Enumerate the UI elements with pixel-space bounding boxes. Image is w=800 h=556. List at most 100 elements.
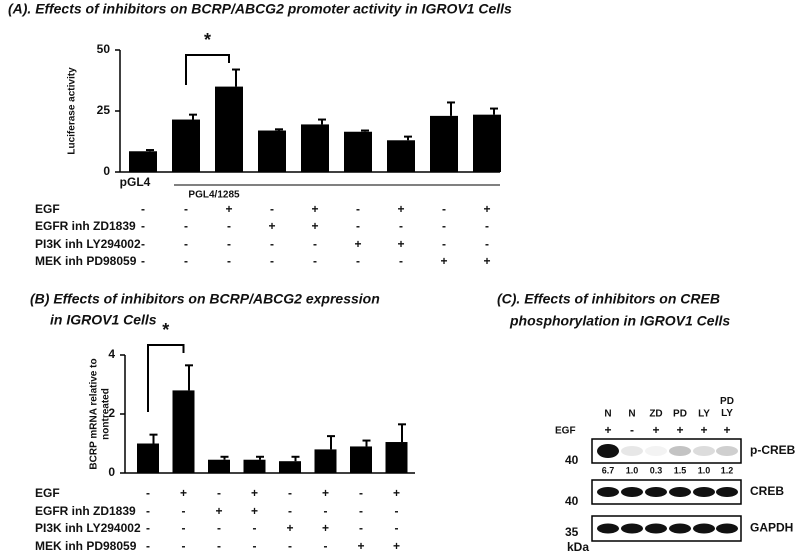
blot-band [621, 487, 643, 497]
blot-band [597, 444, 619, 458]
condition-sign: + [397, 202, 404, 216]
condition-sign: - [184, 202, 188, 216]
condition-sign: + [322, 486, 329, 500]
condition-sign: - [485, 219, 489, 233]
y-tick-label: 0 [103, 164, 110, 178]
bar [314, 449, 337, 473]
marker-label: 40 [565, 453, 579, 467]
bar [473, 114, 501, 172]
condition-sign: - [442, 237, 446, 251]
condition-sign: + [397, 237, 404, 251]
condition-sign: - [217, 521, 221, 535]
condition-sign: - [184, 237, 188, 251]
error-bar [275, 128, 283, 131]
y-axis-label: Luciferase activity [67, 67, 78, 155]
condition-sign: - [146, 539, 150, 553]
bar [208, 459, 230, 473]
quantification: 0.3 [650, 465, 663, 475]
condition-sign: + [215, 504, 222, 518]
error-bar [361, 129, 369, 132]
error-bar [490, 107, 498, 115]
condition-sign: + [311, 202, 318, 216]
treatment-sign: + [723, 423, 730, 437]
quantification: 1.0 [698, 465, 711, 475]
condition-label: PI3K inh LY294002 [35, 237, 141, 251]
condition-sign: - [399, 254, 403, 268]
bar [129, 151, 157, 172]
error-bar [189, 113, 197, 120]
marker-label: 40 [565, 494, 579, 508]
condition-sign: - [324, 504, 328, 518]
treatment-sign: - [630, 423, 634, 437]
blot-band [621, 523, 643, 534]
condition-sign: - [356, 202, 360, 216]
condition-sign: + [483, 202, 490, 216]
condition-sign: - [227, 219, 231, 233]
bar [279, 461, 301, 473]
error-bar [327, 435, 335, 450]
condition-sign: - [182, 539, 186, 553]
lane-label: PD [673, 409, 687, 420]
band-label: p-CREB [750, 443, 796, 457]
condition-sign: + [322, 521, 329, 535]
error-bar [256, 455, 264, 460]
treatment-sign: + [700, 423, 707, 437]
bar [137, 443, 159, 473]
blot-band [645, 523, 667, 534]
bar [385, 442, 408, 473]
condition-label: EGF [35, 486, 60, 500]
quantification: 1.2 [721, 465, 734, 475]
chart-title: in IGROV1 Cells [50, 312, 157, 328]
significance-mark: * [204, 30, 211, 50]
condition-sign: + [180, 486, 187, 500]
condition-sign: - [184, 254, 188, 268]
blot-band [693, 523, 715, 534]
y-tick-label: 50 [97, 42, 111, 56]
condition-sign: - [395, 521, 399, 535]
condition-sign: - [146, 521, 150, 535]
bar [301, 124, 329, 172]
bar [258, 130, 286, 172]
condition-sign: - [253, 539, 257, 553]
condition-sign: - [485, 237, 489, 251]
treatment-sign: + [652, 423, 659, 437]
condition-sign: - [359, 486, 363, 500]
blot-band [621, 446, 643, 456]
condition-sign: + [251, 486, 258, 500]
treatment-label: EGF [555, 426, 576, 437]
condition-sign: - [399, 219, 403, 233]
error-bar [398, 423, 406, 443]
blot-band [716, 523, 738, 534]
bar [430, 115, 458, 172]
blot-title: phosphorylation in IGROV1 Cells [509, 313, 730, 329]
marker-unit: kDa [567, 540, 589, 554]
condition-label: EGF [35, 202, 60, 216]
condition-sign: - [395, 504, 399, 518]
condition-sign: - [270, 202, 274, 216]
blot-band [669, 523, 691, 534]
condition-sign: - [182, 504, 186, 518]
error-bar [318, 118, 326, 125]
condition-sign: - [288, 486, 292, 500]
condition-sign: + [483, 254, 490, 268]
condition-sign: - [359, 504, 363, 518]
group-label: PGL4/1285 [188, 190, 240, 201]
condition-sign: - [253, 521, 257, 535]
condition-label: MEK inh PD98059 [35, 539, 137, 553]
blot-band [645, 446, 667, 456]
condition-sign: - [313, 254, 317, 268]
error-bar [220, 455, 229, 460]
condition-sign: - [270, 237, 274, 251]
significance-bracket [147, 344, 185, 412]
condition-sign: + [393, 486, 400, 500]
y-tick-label: 4 [108, 347, 115, 361]
error-bar [291, 455, 300, 462]
condition-sign: - [442, 219, 446, 233]
condition-label: MEK inh PD98059 [35, 254, 137, 268]
condition-sign: - [356, 254, 360, 268]
quantification: 1.5 [674, 465, 687, 475]
condition-sign: - [141, 202, 145, 216]
condition-sign: - [146, 504, 150, 518]
